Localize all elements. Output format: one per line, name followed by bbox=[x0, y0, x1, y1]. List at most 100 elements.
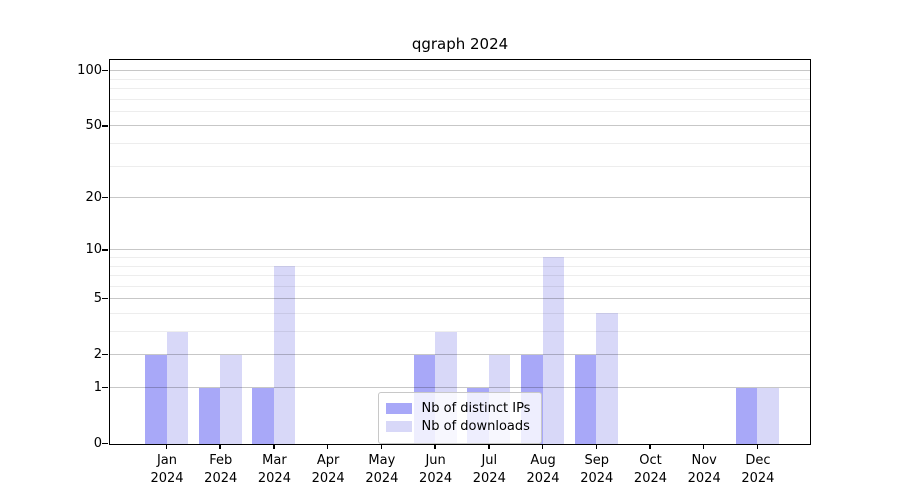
x-tick-label-jun: Jun 2024 bbox=[406, 452, 466, 488]
y-tick-mark-1 bbox=[101, 386, 108, 389]
bar-distinct-ips-sep bbox=[574, 354, 597, 444]
plot-area: Nb of distinct IPs Nb of downloads bbox=[101, 58, 811, 449]
y-tick-mark-20 bbox=[101, 196, 108, 199]
x-tick-month: May bbox=[368, 453, 396, 468]
y-tick-label-100: 100 bbox=[77, 63, 102, 79]
gridline-minor-9 bbox=[109, 257, 810, 259]
x-tick-label-sep: Sep 2024 bbox=[567, 452, 627, 488]
legend-item-downloads: Nb of downloads bbox=[385, 418, 531, 435]
x-tick-mark-feb bbox=[219, 443, 221, 449]
x-tick-label-apr: Apr 2024 bbox=[298, 452, 358, 488]
y-tick-mark-5 bbox=[101, 297, 108, 300]
y-tick-mark-100 bbox=[101, 69, 108, 72]
y-tick-label-10: 10 bbox=[85, 242, 102, 258]
bar-distinct-ips-dec bbox=[735, 387, 758, 444]
gridline-minor-70 bbox=[109, 99, 810, 101]
x-tick-year: 2024 bbox=[526, 471, 560, 486]
legend-swatch-distinct-ips bbox=[385, 403, 412, 414]
gridline-minor-60 bbox=[109, 111, 810, 113]
x-tick-year: 2024 bbox=[311, 471, 345, 486]
x-tick-label-jan: Jan 2024 bbox=[137, 452, 197, 488]
x-tick-year: 2024 bbox=[419, 471, 453, 486]
y-tick-label-20: 20 bbox=[85, 190, 102, 205]
gridline-minor-30 bbox=[109, 166, 810, 168]
x-tick-mark-may bbox=[380, 443, 383, 449]
y-tick-mark-0 bbox=[101, 442, 108, 445]
x-tick-mark-nov bbox=[702, 443, 705, 449]
gridline-major-5 bbox=[109, 298, 810, 300]
x-tick-year: 2024 bbox=[741, 471, 775, 486]
legend-label-downloads: Nb of downloads bbox=[421, 418, 530, 434]
legend-item-distinct-ips: Nb of distinct IPs bbox=[385, 400, 531, 417]
x-tick-label-jul: Jul 2024 bbox=[459, 452, 519, 488]
gridline-major-20 bbox=[109, 197, 810, 198]
x-tick-label-may: May 2024 bbox=[352, 452, 412, 488]
x-tick-month: Sep bbox=[584, 453, 609, 468]
x-tick-year: 2024 bbox=[204, 471, 238, 486]
x-tick-mark-oct bbox=[649, 443, 651, 449]
x-tick-label-aug: Aug 2024 bbox=[513, 452, 573, 488]
gridline-minor-6 bbox=[109, 286, 810, 288]
gridline-major-100 bbox=[109, 70, 810, 72]
bar-downloads-mar bbox=[273, 265, 296, 444]
x-tick-month: Apr bbox=[316, 453, 340, 468]
x-tick-mark-jun bbox=[434, 443, 436, 449]
bar-downloads-dec bbox=[757, 387, 779, 444]
gridline-minor-4 bbox=[109, 313, 810, 315]
bar-distinct-ips-jan bbox=[145, 354, 167, 444]
gridline-major-1 bbox=[109, 386, 810, 388]
x-tick-mark-jan bbox=[165, 443, 168, 449]
x-tick-label-oct: Oct 2024 bbox=[620, 452, 680, 488]
x-tick-label-feb: Feb 2024 bbox=[191, 452, 251, 488]
y-tick-mark-50 bbox=[101, 125, 108, 127]
x-tick-label-mar: Mar 2024 bbox=[244, 452, 304, 488]
gridline-minor-7 bbox=[109, 275, 810, 277]
gridline-major-2 bbox=[109, 354, 810, 356]
x-tick-year: 2024 bbox=[472, 471, 506, 486]
x-tick-year: 2024 bbox=[580, 471, 614, 486]
x-tick-month: Jul bbox=[481, 453, 498, 468]
x-tick-mark-dec bbox=[756, 443, 759, 449]
x-tick-year: 2024 bbox=[150, 471, 184, 486]
x-tick-year: 2024 bbox=[257, 471, 291, 486]
x-tick-label-nov: Nov 2024 bbox=[674, 452, 734, 488]
y-tick-mark-2 bbox=[101, 353, 108, 356]
x-tick-month: Jan bbox=[156, 453, 178, 468]
gridline-minor-8 bbox=[109, 265, 810, 267]
x-tick-mark-mar bbox=[273, 443, 275, 449]
bar-downloads-jan bbox=[166, 331, 188, 444]
x-tick-year: 2024 bbox=[687, 471, 721, 486]
gridline-major-50 bbox=[109, 125, 810, 127]
x-tick-label-dec: Dec 2024 bbox=[728, 452, 788, 488]
gridline-minor-80 bbox=[109, 88, 810, 90]
x-tick-year: 2024 bbox=[633, 471, 668, 486]
bar-downloads-feb bbox=[220, 354, 242, 444]
y-tick-label-1: 1 bbox=[93, 379, 102, 395]
bar-distinct-ips-feb bbox=[198, 387, 221, 444]
x-tick-month: Mar bbox=[262, 453, 287, 468]
gridline-major-10 bbox=[109, 249, 810, 251]
gridline-minor-3 bbox=[109, 331, 810, 333]
gridline-minor-90 bbox=[109, 79, 810, 81]
x-tick-year: 2024 bbox=[365, 471, 399, 486]
x-tick-month: Feb bbox=[209, 453, 233, 468]
y-tick-label-2: 2 bbox=[93, 347, 102, 363]
bar-downloads-sep bbox=[596, 313, 618, 444]
legend-swatch-downloads bbox=[385, 421, 412, 432]
y-tick-mark-10 bbox=[101, 249, 108, 251]
x-tick-mark-sep bbox=[595, 443, 597, 449]
x-tick-month: Aug bbox=[530, 453, 556, 468]
chart-title: qgraph 2024 bbox=[411, 35, 509, 53]
legend: Nb of distinct IPs Nb of downloads bbox=[377, 391, 543, 444]
legend-label-distinct-ips: Nb of distinct IPs bbox=[421, 400, 531, 416]
bar-distinct-ips-mar bbox=[252, 387, 274, 444]
y-tick-label-5: 5 bbox=[93, 291, 102, 307]
bar-downloads-aug bbox=[542, 257, 565, 444]
x-tick-mark-apr bbox=[326, 443, 329, 449]
y-tick-label-0: 0 bbox=[93, 436, 102, 451]
x-tick-mark-aug bbox=[541, 443, 544, 449]
x-tick-mark-jul bbox=[488, 443, 490, 449]
x-tick-month: Dec bbox=[745, 453, 771, 468]
x-tick-month: Jun bbox=[425, 453, 446, 468]
